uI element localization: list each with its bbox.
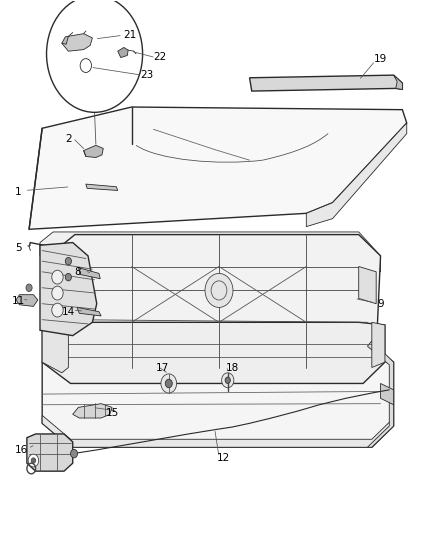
Polygon shape <box>86 184 118 190</box>
Polygon shape <box>44 235 381 368</box>
Text: 14: 14 <box>62 306 75 317</box>
Polygon shape <box>367 341 394 447</box>
Circle shape <box>80 59 92 72</box>
Text: 15: 15 <box>106 408 119 418</box>
Text: 2: 2 <box>65 134 72 144</box>
Polygon shape <box>306 123 407 227</box>
Circle shape <box>165 379 172 387</box>
Polygon shape <box>40 232 381 272</box>
Circle shape <box>52 286 63 300</box>
Circle shape <box>205 273 233 308</box>
Polygon shape <box>40 243 97 336</box>
Circle shape <box>222 373 234 387</box>
Circle shape <box>31 458 35 463</box>
Circle shape <box>28 454 39 467</box>
Polygon shape <box>29 107 407 229</box>
Text: 11: 11 <box>11 296 25 306</box>
Text: 12: 12 <box>217 453 230 463</box>
Text: 16: 16 <box>15 445 28 455</box>
Circle shape <box>225 377 230 383</box>
Polygon shape <box>78 268 100 279</box>
Text: 8: 8 <box>74 267 81 277</box>
Polygon shape <box>394 75 403 90</box>
Circle shape <box>52 270 63 284</box>
Text: 23: 23 <box>140 70 154 80</box>
Text: 22: 22 <box>153 52 167 61</box>
Polygon shape <box>372 322 385 368</box>
Text: 5: 5 <box>15 243 21 253</box>
Polygon shape <box>381 383 394 405</box>
Circle shape <box>52 303 63 317</box>
Text: 9: 9 <box>377 298 384 309</box>
Polygon shape <box>16 295 38 306</box>
Polygon shape <box>42 322 68 373</box>
Text: 21: 21 <box>123 30 136 41</box>
Polygon shape <box>250 75 403 91</box>
Polygon shape <box>27 434 73 471</box>
Circle shape <box>71 449 78 458</box>
Polygon shape <box>77 308 101 316</box>
Polygon shape <box>62 36 68 44</box>
Polygon shape <box>118 47 128 58</box>
Circle shape <box>65 257 71 265</box>
Polygon shape <box>42 341 394 447</box>
Circle shape <box>161 374 177 393</box>
Text: 19: 19 <box>374 54 387 64</box>
Text: 1: 1 <box>15 187 21 197</box>
Polygon shape <box>62 34 92 51</box>
Polygon shape <box>359 266 376 304</box>
Polygon shape <box>42 322 385 383</box>
Polygon shape <box>42 415 394 447</box>
Polygon shape <box>73 403 112 418</box>
Polygon shape <box>84 146 103 158</box>
Circle shape <box>65 273 71 281</box>
Circle shape <box>46 0 143 112</box>
Text: 18: 18 <box>226 362 239 373</box>
Text: 17: 17 <box>155 362 169 373</box>
Circle shape <box>26 284 32 292</box>
